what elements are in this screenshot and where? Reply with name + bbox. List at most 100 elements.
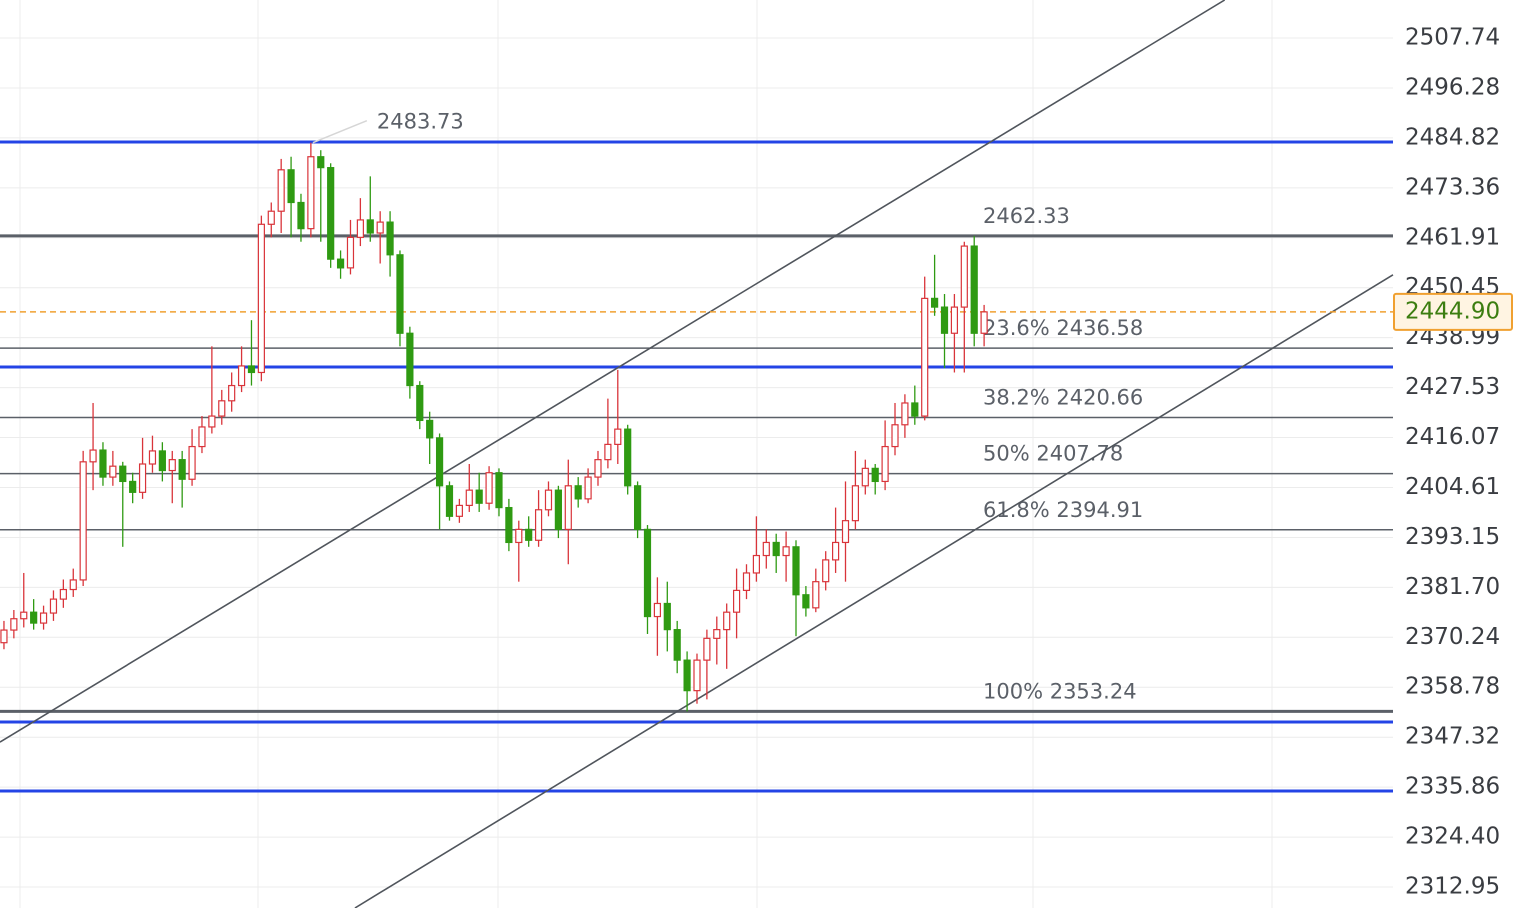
candle-body bbox=[455, 504, 463, 517]
candle-body bbox=[960, 245, 968, 308]
candle-body bbox=[485, 472, 493, 504]
peak-connector bbox=[312, 119, 368, 144]
candle-body bbox=[20, 611, 28, 620]
y-tick-label: 2461.91 bbox=[1405, 224, 1500, 250]
y-tick-label: 2427.53 bbox=[1405, 374, 1500, 400]
y-tick-label: 2507.74 bbox=[1405, 25, 1500, 51]
candle-body bbox=[772, 541, 780, 557]
channel-line bbox=[354, 274, 1394, 908]
last-price-box bbox=[1393, 292, 1513, 331]
y-tick-label: 2312.95 bbox=[1405, 873, 1500, 899]
candle-body bbox=[317, 156, 325, 169]
peak-label: 2483.73 bbox=[377, 110, 464, 134]
candle-body bbox=[851, 485, 860, 522]
candle-body bbox=[633, 485, 642, 530]
candle-body bbox=[247, 365, 256, 374]
candle-body bbox=[970, 245, 978, 334]
candle-body bbox=[426, 419, 434, 439]
candle-body bbox=[940, 306, 949, 334]
candle-body bbox=[307, 156, 315, 230]
channel-line bbox=[0, 0, 1226, 743]
candle-body bbox=[713, 629, 721, 639]
candle-body bbox=[198, 426, 206, 448]
candle-body bbox=[69, 579, 77, 591]
candle-body bbox=[792, 546, 800, 596]
candle-body bbox=[336, 258, 345, 269]
candle-body bbox=[99, 449, 107, 478]
y-tick-label: 2473.36 bbox=[1405, 174, 1500, 200]
candle-body bbox=[812, 581, 820, 609]
candle-body bbox=[703, 637, 711, 661]
candle-body bbox=[950, 306, 959, 334]
candle-body bbox=[683, 659, 691, 692]
candle-body bbox=[89, 449, 97, 463]
candle-body bbox=[752, 554, 760, 574]
candle-body bbox=[515, 528, 523, 544]
candle-body bbox=[881, 445, 889, 483]
candle-body bbox=[406, 332, 414, 387]
candle-body bbox=[554, 489, 562, 530]
candle-body bbox=[188, 445, 196, 480]
candle-body bbox=[346, 236, 355, 269]
candle-body bbox=[534, 509, 543, 541]
candle-body bbox=[59, 588, 67, 600]
fib-label: 61.8% 2394.91 bbox=[983, 498, 1143, 522]
candle-body bbox=[79, 461, 87, 581]
candle-body bbox=[49, 598, 58, 614]
y-tick-label: 2404.61 bbox=[1405, 474, 1500, 500]
candle-body bbox=[980, 311, 988, 334]
y-tick-label: 2484.82 bbox=[1405, 124, 1500, 150]
candle-body bbox=[30, 611, 38, 624]
candle-body bbox=[228, 384, 236, 402]
candle-body bbox=[624, 428, 632, 487]
candle-body bbox=[109, 465, 117, 478]
y-tick-label: 2393.15 bbox=[1405, 524, 1500, 550]
candle-body bbox=[218, 400, 226, 417]
candle-body bbox=[287, 169, 295, 204]
candle-body bbox=[822, 559, 830, 583]
candle-body bbox=[158, 450, 166, 472]
candle-body bbox=[782, 546, 790, 557]
candle-body bbox=[257, 223, 265, 374]
fib-label: 38.2% 2420.66 bbox=[983, 386, 1143, 410]
candle-body bbox=[604, 443, 612, 461]
candle-body bbox=[386, 221, 394, 256]
y-tick-label: 2370.24 bbox=[1405, 624, 1500, 650]
candle-body bbox=[366, 219, 374, 234]
candle-body bbox=[327, 167, 335, 260]
y-tick-label: 2416.07 bbox=[1405, 424, 1500, 450]
fib-label: 23.6% 2436.58 bbox=[983, 316, 1143, 340]
vertical-grid bbox=[19, 0, 1273, 908]
candle-body bbox=[911, 402, 919, 417]
candle-body bbox=[723, 611, 731, 631]
y-tick-label: 2358.78 bbox=[1405, 674, 1500, 700]
y-tick-label: 2347.32 bbox=[1405, 724, 1500, 750]
candle-body bbox=[643, 528, 652, 618]
candle-body bbox=[396, 254, 404, 334]
candle-body bbox=[505, 506, 513, 544]
candle-body bbox=[475, 489, 483, 504]
candle-body bbox=[237, 365, 246, 387]
y-tick-label: 2496.28 bbox=[1405, 74, 1500, 100]
fib-label: 50% 2407.78 bbox=[983, 442, 1123, 466]
candle-body bbox=[416, 384, 424, 422]
candle-body bbox=[138, 463, 147, 493]
candle-body bbox=[594, 459, 602, 478]
candle-body bbox=[10, 618, 18, 631]
candle-body bbox=[891, 424, 899, 448]
candle-body bbox=[614, 428, 622, 445]
candle-body bbox=[119, 465, 127, 483]
candle-body bbox=[901, 402, 909, 426]
candle-body bbox=[693, 659, 701, 692]
candle-body bbox=[435, 437, 444, 487]
candle-body bbox=[39, 612, 48, 624]
candle-body bbox=[921, 297, 929, 417]
y-tick-label: 2324.40 bbox=[1405, 824, 1500, 850]
candle-body bbox=[525, 528, 533, 541]
candle-body bbox=[584, 476, 592, 500]
candle-body bbox=[208, 415, 216, 428]
candle-body bbox=[297, 201, 305, 230]
candle-body bbox=[832, 541, 840, 561]
candle-body bbox=[495, 472, 503, 509]
